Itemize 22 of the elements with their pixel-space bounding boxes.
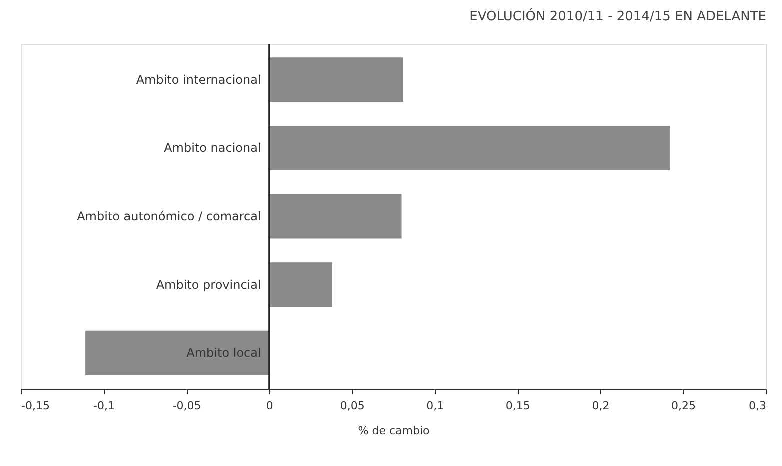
y-tick-label: Ambito local bbox=[186, 346, 262, 360]
x-tick-label: 0,05 bbox=[340, 400, 365, 412]
bar bbox=[86, 330, 270, 376]
x-tick-label: -0,1 bbox=[94, 400, 116, 412]
bar bbox=[269, 126, 670, 170]
y-tick-label: Ambito provincial bbox=[156, 278, 262, 292]
y-tick-label: Ambito internacional bbox=[136, 72, 262, 87]
bar bbox=[269, 58, 404, 102]
y-tick-label: Ambito autonómico / comarcal bbox=[77, 210, 262, 224]
chart-title: EVOLUCIÓN 2010/11 - 2014/15 EN ADELANTE bbox=[470, 7, 766, 24]
x-tick-label: 0,2 bbox=[592, 400, 610, 412]
x-tick-label: -0,15 bbox=[22, 400, 50, 412]
x-tick-label: -0,05 bbox=[172, 400, 202, 412]
x-tick-label: 0,25 bbox=[671, 400, 696, 412]
x-axis-title: % de cambio bbox=[358, 424, 430, 438]
x-tick-label: 0 bbox=[266, 400, 274, 412]
bar bbox=[269, 262, 332, 308]
x-tick-label: 0,3 bbox=[749, 400, 766, 412]
x-tick-label: 0,15 bbox=[506, 400, 530, 412]
y-tick-label: Ambito nacional bbox=[164, 141, 262, 156]
x-tick-label: 0,1 bbox=[426, 400, 444, 412]
bar bbox=[269, 194, 402, 239]
